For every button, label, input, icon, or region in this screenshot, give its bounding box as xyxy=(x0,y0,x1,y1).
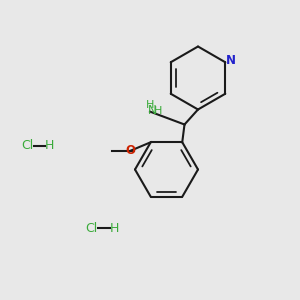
Text: O: O xyxy=(126,144,136,157)
Text: H: H xyxy=(154,106,163,116)
Text: H: H xyxy=(146,100,154,110)
Text: N: N xyxy=(148,104,157,117)
Text: N: N xyxy=(226,54,236,67)
Text: Cl: Cl xyxy=(85,221,98,235)
Text: Cl: Cl xyxy=(21,139,33,152)
Text: H: H xyxy=(109,221,119,235)
Text: H: H xyxy=(45,139,54,152)
